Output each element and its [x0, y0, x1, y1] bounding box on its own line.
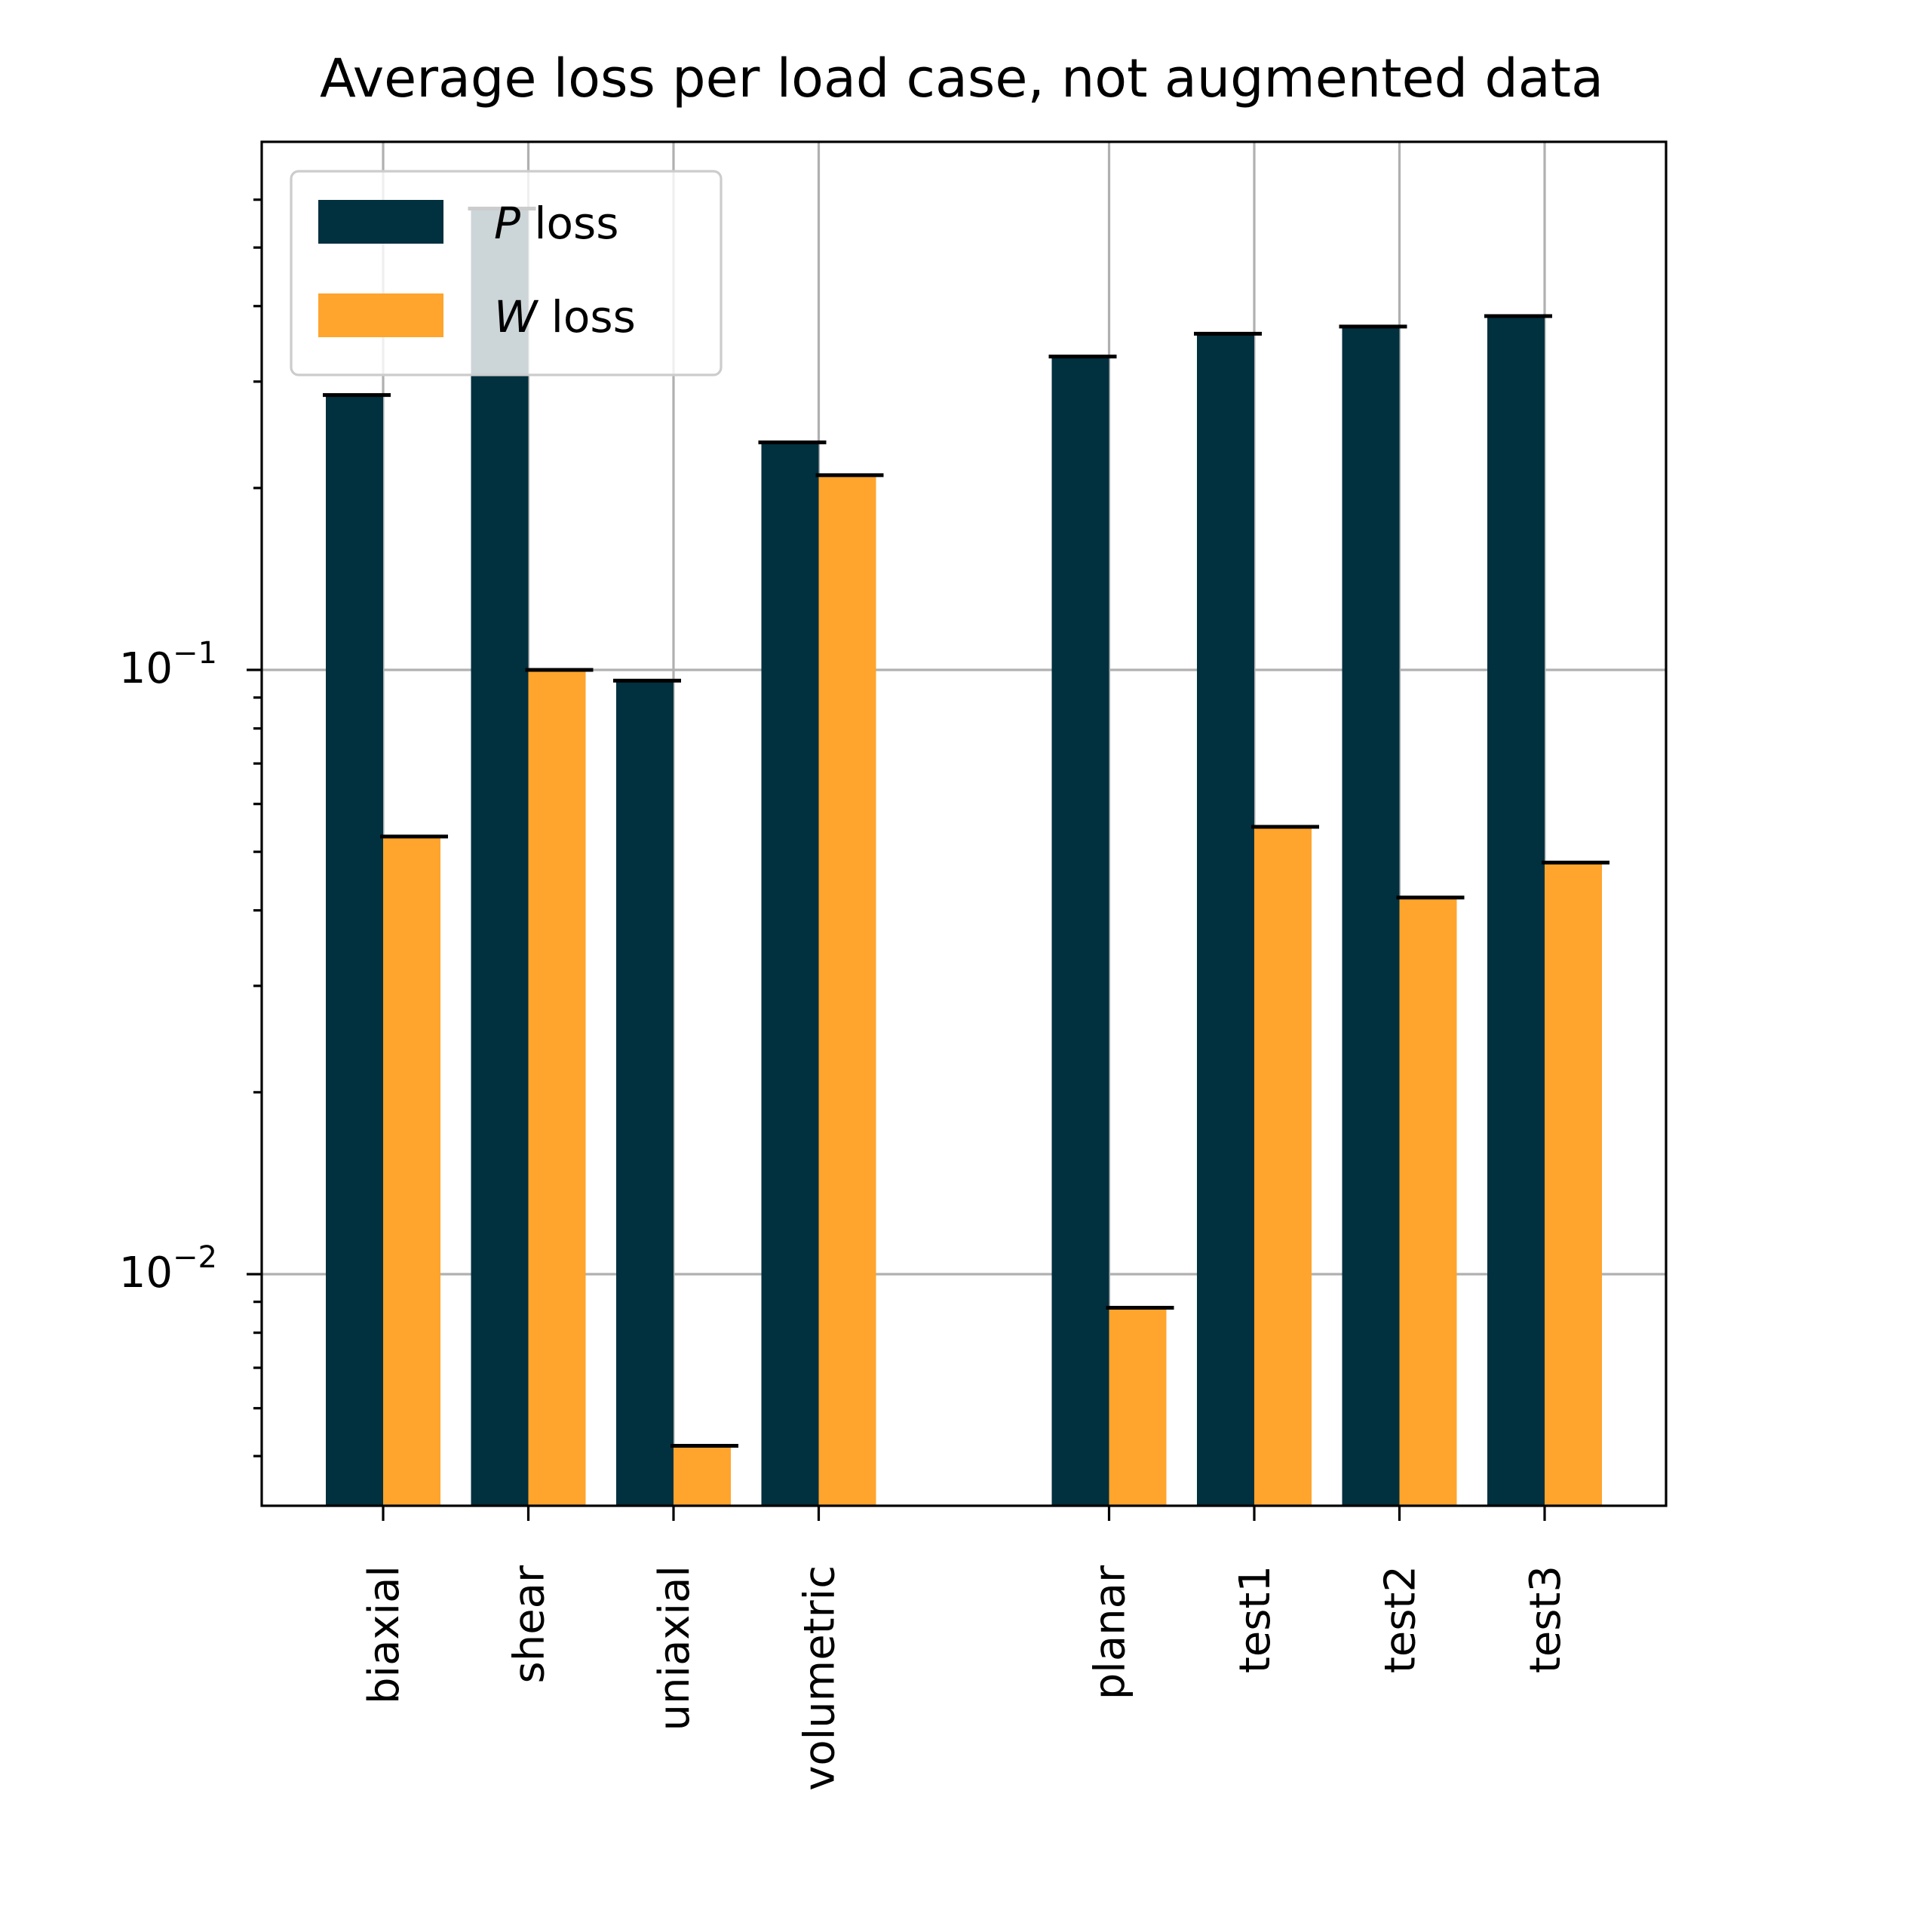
- plot-frame: [260, 140, 1668, 1507]
- legend: P loss W loss: [290, 170, 723, 376]
- x-tick-label-test3: test3: [1521, 1565, 1570, 1673]
- bar-w-loss-biaxial: [383, 836, 440, 1506]
- y-tick-labels: 10−1 10−2: [119, 636, 217, 1298]
- x-tick-label-uniaxial: uniaxial: [650, 1565, 699, 1731]
- axis-ticks: [247, 198, 1546, 1521]
- bar-w-loss-test1: [1254, 826, 1312, 1506]
- x-tick-label-planar: planar: [1086, 1565, 1135, 1700]
- legend-suffix-w: loss: [537, 291, 635, 342]
- legend-symbol-w: W: [494, 291, 539, 342]
- bar-p-loss-planar: [1051, 356, 1109, 1506]
- bar-w-loss-uniaxial: [674, 1445, 731, 1506]
- legend-symbol-p: P: [494, 198, 520, 249]
- legend-suffix-p: loss: [520, 198, 618, 249]
- bar-p-loss-biaxial: [326, 395, 383, 1507]
- bar-p-loss-test3: [1487, 316, 1545, 1507]
- bar-w-loss-volumetric: [818, 475, 876, 1506]
- bar-w-loss-planar: [1109, 1307, 1167, 1506]
- bar-w-loss-shear: [528, 670, 586, 1506]
- x-tick-label-test2: test2: [1376, 1565, 1425, 1673]
- bar-p-loss-volumetric: [761, 442, 819, 1507]
- chart-title: Average loss per load case, not augmente…: [320, 48, 1603, 109]
- bar-p-loss-uniaxial: [616, 680, 674, 1507]
- legend-label-p-loss: P loss: [494, 198, 618, 249]
- y-tick-label-1e-2: 10−2: [119, 1240, 217, 1298]
- x-tick-label-test1: test1: [1231, 1565, 1280, 1673]
- bars: [326, 208, 1602, 1507]
- y-tick-label-1e-1: 10−1: [119, 636, 217, 693]
- legend-swatch-p-loss: [318, 200, 443, 244]
- x-tick-label-volumetric: volumetric: [796, 1565, 845, 1791]
- bar-p-loss-test2: [1342, 326, 1400, 1507]
- legend-swatch-w-loss: [318, 293, 443, 337]
- x-tick-label-shear: shear: [505, 1565, 554, 1683]
- bar-w-loss-test3: [1545, 862, 1602, 1506]
- bar-p-loss-shear: [471, 208, 529, 1507]
- x-tick-labels: biaxial shear uniaxial volumetric planar test…: [360, 1565, 1570, 1791]
- bar-w-loss-test2: [1399, 897, 1457, 1506]
- x-tick-label-biaxial: biaxial: [360, 1565, 409, 1704]
- legend-label-w-loss: W loss: [494, 291, 636, 342]
- bar-p-loss-test1: [1197, 333, 1254, 1506]
